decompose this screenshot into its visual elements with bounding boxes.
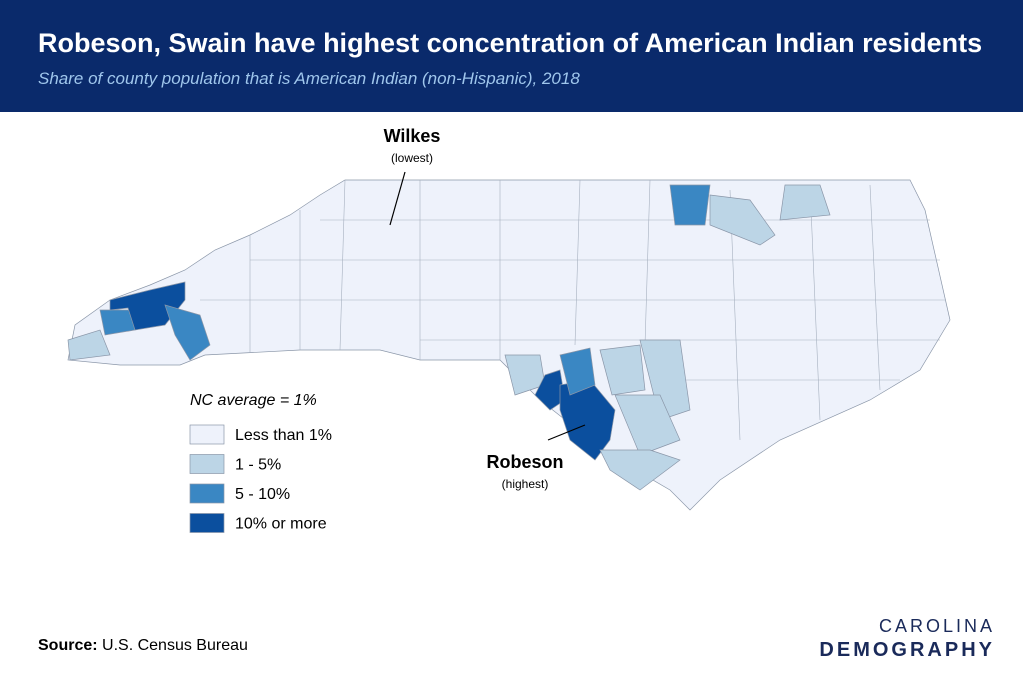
map — [67, 171, 951, 511]
legend-title: NC average = 1% — [190, 392, 317, 409]
state-outline — [67, 179, 951, 511]
leader-line — [547, 424, 586, 441]
annotation-note: (lowest) — [391, 151, 433, 165]
header-band — [0, 0, 1023, 112]
county — [639, 339, 691, 421]
legend-swatch — [189, 483, 225, 504]
legend-swatch — [189, 454, 225, 474]
county — [669, 184, 711, 226]
county — [599, 344, 646, 396]
source-text: U.S. Census Bureau — [102, 637, 248, 654]
subtitle: Share of county population that is Ameri… — [38, 69, 580, 88]
county — [534, 369, 566, 411]
legend: NC average = 1% Less than 1% 1 - 5% 5 - 10… — [189, 392, 332, 533]
logo-line1: CAROLINA — [879, 616, 995, 636]
legend-swatch — [189, 513, 225, 533]
legend-swatch — [189, 424, 225, 445]
county — [709, 194, 776, 246]
annotation-note: (highest) — [502, 477, 549, 491]
county — [164, 304, 211, 361]
source: Source: U.S. Census Bureau — [38, 637, 248, 654]
legend-label: 1 - 5% — [235, 457, 281, 474]
county — [614, 394, 681, 456]
legend-label: Less than 1% — [235, 427, 332, 444]
source-label: Source: — [38, 637, 98, 654]
county — [109, 281, 186, 331]
logo-line2: DEMOGRAPHY — [819, 639, 995, 661]
leader-line — [389, 171, 406, 226]
annotation-label: Wilkes — [384, 126, 441, 146]
title: Robeson, Swain have highest concentratio… — [38, 28, 982, 58]
county — [559, 347, 596, 396]
legend-label: 10% or more — [235, 516, 327, 533]
annotation-label: Robeson — [486, 452, 563, 472]
legend-label: 5 - 10% — [235, 486, 290, 503]
county — [599, 449, 681, 491]
county-lines — [200, 179, 945, 441]
county — [779, 184, 831, 221]
county — [67, 329, 111, 361]
